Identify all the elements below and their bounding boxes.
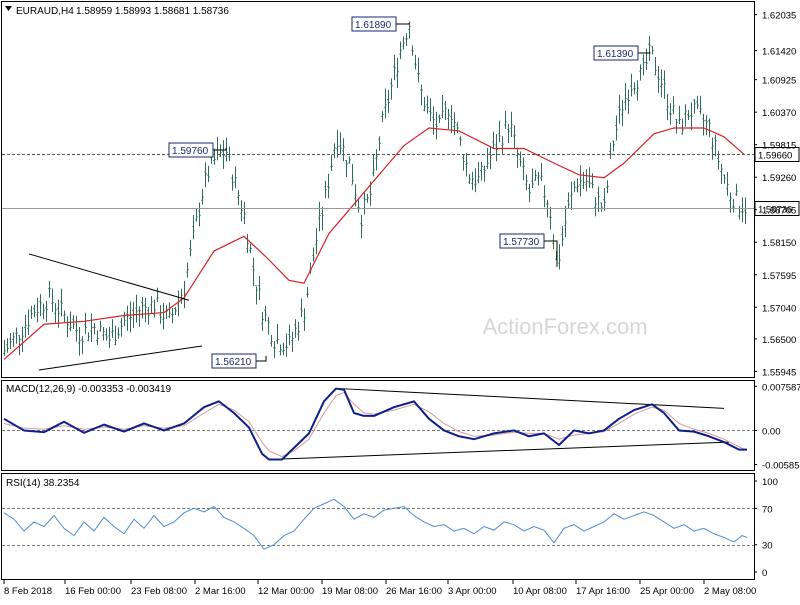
xtick-label: 26 Mar 16:00 [386,586,442,597]
annotation-leader [256,355,267,362]
xtick-label: 10 Apr 08:00 [513,586,567,597]
xtick-label: 8 Feb 2018 [4,586,52,597]
hline-label-box [754,147,800,162]
moving-average-line [3,127,745,360]
rsi-ytick-label: 100 [762,477,778,488]
xtick-label: 17 Apr 16:00 [576,586,630,597]
price-header: EURAUD,H4 1.58959 1.58993 1.58681 1.5873… [5,6,229,17]
macd-plot [2,387,754,461]
price-ytick-label: 1.56500 [762,335,796,346]
price-ytick-label: 1.57040 [762,303,796,314]
price-ytick-label: 1.57595 [762,271,796,282]
annotation-leader [638,52,651,54]
annotation-box [593,45,639,61]
xtick-label: 19 Mar 08:00 [322,586,378,597]
price-ytick-label: 1.58705 [762,206,796,217]
price-ytick-label: 1.60925 [762,76,796,87]
hline-label: 1.59660 [758,151,792,162]
annotation-label: 1.61890 [355,20,392,31]
xtick-label: 3 Apr 00:00 [448,586,497,597]
annotation-box [211,353,257,369]
hline-label-box [754,201,800,216]
price-plot [2,21,754,371]
rsi-header: RSI(14) 38.2354 [6,478,80,489]
axes: 1.59660 1.58736 1.62035 1.61420 1.60925 1.603… [3,11,800,597]
macd-ytick-label: 0.007587 [762,382,800,393]
annotation-leader [544,240,558,267]
xtick-label: 25 Apr 00:00 [640,586,694,597]
price-ytick-label: 1.62035 [762,11,796,22]
price-bars [3,21,747,358]
annotation-leader [396,23,410,25]
annotation-box [168,142,214,158]
symbol-label: EURAUD,H4 [16,6,74,17]
rsi-ytick-label: 70 [762,504,773,515]
rsi-line [3,498,748,550]
price-trendline [28,253,190,301]
macd-ytick-label: -0.005853 [762,460,800,471]
macd-ytick-label: 0.00 [762,426,781,437]
watermark: ActionForex.com [482,314,647,339]
rsi-ytick-label: 0 [762,568,767,579]
macd-trendline [268,441,730,461]
annotation-box [499,233,545,249]
price-ytick-label: 1.55945 [762,367,796,378]
macd-trendline [338,388,725,409]
annotation-label: 1.57730 [503,237,540,248]
macd-line [3,387,747,461]
annotations: 1.61890 1.61390 1.59760 1.57730 1.56210 [168,16,651,369]
xtick-label: 2 May 08:00 [704,586,756,597]
annotation-leader [213,147,227,151]
rsi-plot [2,498,754,550]
xtick-label: 23 Feb 08:00 [131,586,187,597]
macd-header: MACD(12,26,9) -0.003353 -0.003419 [6,384,172,395]
price-trendline [38,345,203,371]
rsi-panel-frame [1,473,755,580]
xtick-label: 16 Feb 00:00 [65,586,121,597]
annotation-label: 1.56210 [215,357,252,368]
triangle-down-icon [5,6,12,11]
price-ytick-label: 1.60370 [762,108,796,119]
price-ytick-label: 1.61420 [762,47,796,58]
annotation-label: 1.61390 [597,49,634,60]
price-ytick-label: 1.58150 [762,238,796,249]
hline-label: 1.58736 [758,205,792,216]
macd-signal-line [3,392,748,458]
ohlc-label: 1.58959 1.58993 1.58681 1.58736 [76,6,229,17]
annotation-box [351,16,397,32]
xtick-label: 12 Mar 00:00 [258,586,314,597]
price-ytick-label: 1.59260 [762,173,796,184]
price-ytick-label: 1.59815 [762,141,796,152]
xtick-label: 2 Mar 16:00 [195,586,246,597]
rsi-ytick-label: 30 [762,541,773,552]
annotation-label: 1.59760 [172,146,209,157]
